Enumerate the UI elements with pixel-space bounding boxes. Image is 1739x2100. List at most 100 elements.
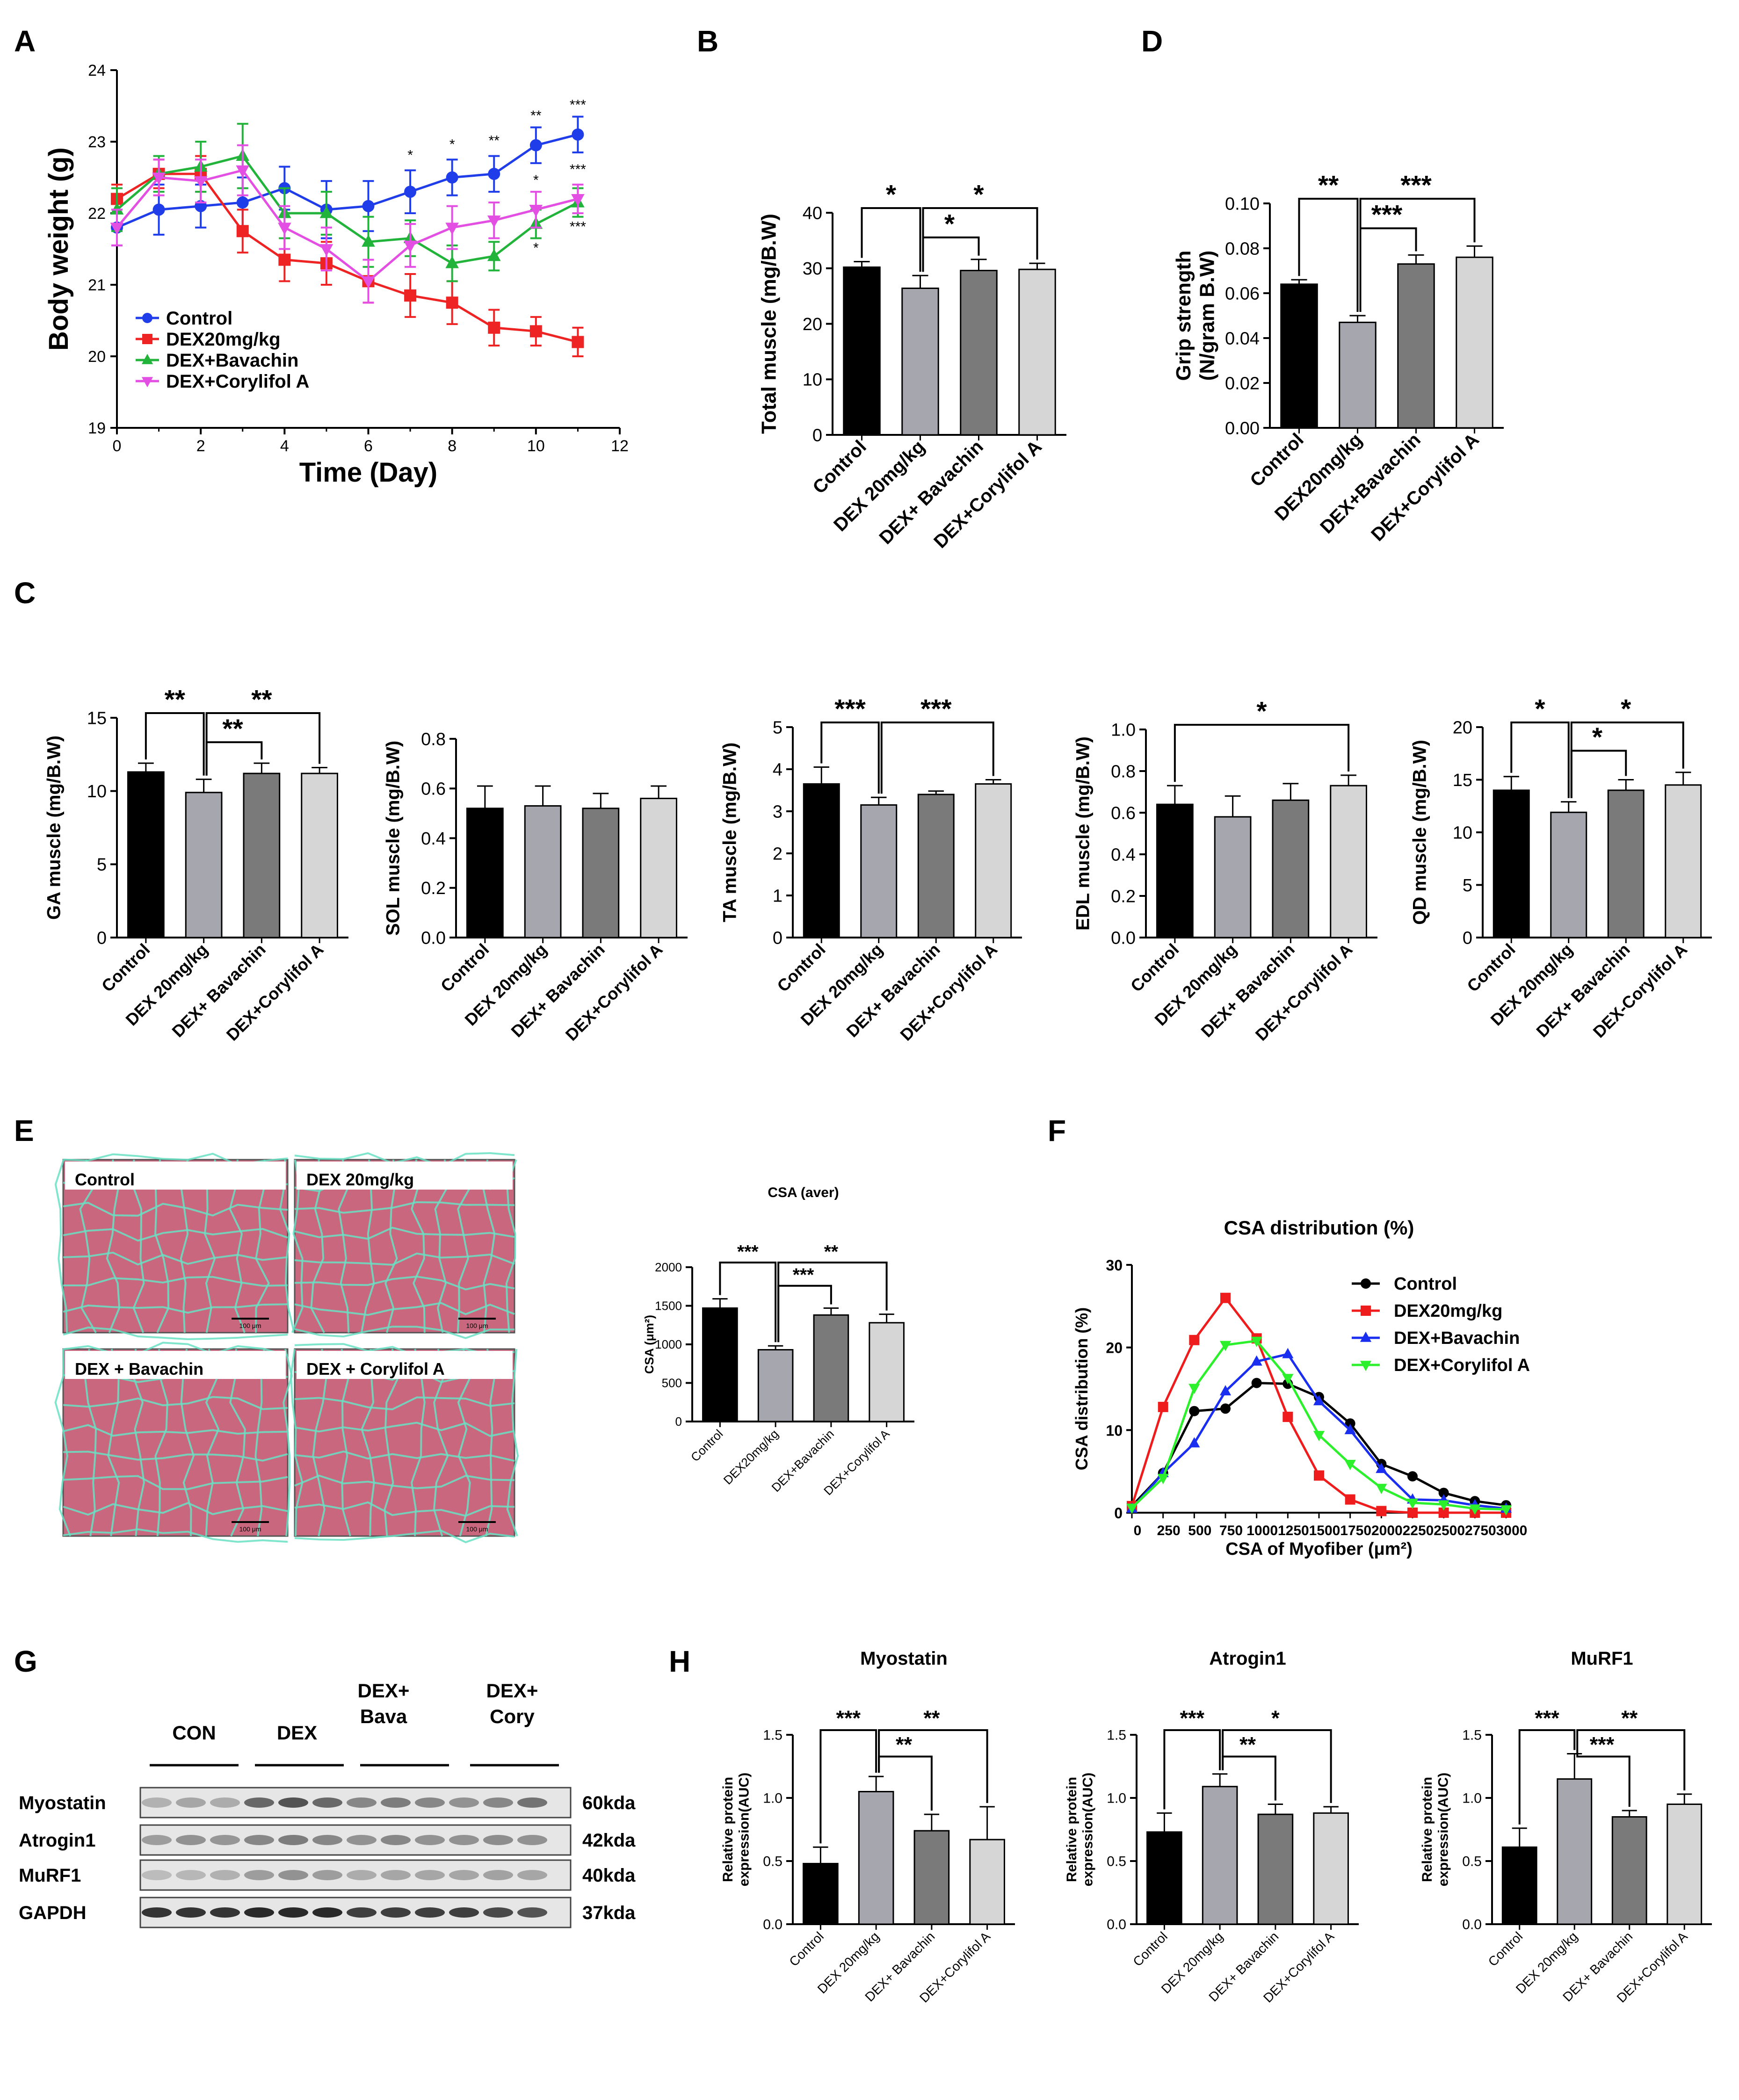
label-background <box>297 1162 513 1190</box>
significance-bracket <box>719 1262 777 1342</box>
significance-stars: *** <box>834 694 866 724</box>
blot-band <box>176 1907 206 1918</box>
membrane-line <box>63 1326 288 1341</box>
y-tick-label: 10 <box>1453 823 1472 843</box>
blot-band <box>142 1835 172 1845</box>
y-axis-label-line2: expression(AUC) <box>1436 1773 1451 1886</box>
tissue-background <box>62 1348 289 1537</box>
y-tick-label: 0.4 <box>1111 845 1136 865</box>
x-category-label: Control <box>1130 1929 1170 1969</box>
y-tick-label: 3 <box>773 802 783 822</box>
significance-stars: ** <box>251 685 272 714</box>
blot-group-label: CON <box>172 1722 216 1744</box>
significance-stars: ** <box>1621 1706 1638 1730</box>
y-tick-label: 21 <box>88 276 106 294</box>
blot-band <box>483 1907 513 1918</box>
blot-band <box>517 1835 547 1845</box>
y-tick-label: 0 <box>773 928 783 948</box>
bar-3 <box>582 808 620 938</box>
significance-bracket <box>1298 198 1359 312</box>
scale-bar-label: 100 μm <box>239 1322 261 1329</box>
blot-band <box>483 1797 513 1808</box>
legend-label: DEX20mg/kg <box>1394 1301 1502 1321</box>
blot-size-label: 60kda <box>582 1793 636 1813</box>
blot-band <box>449 1907 479 1918</box>
bar-2 <box>1557 1778 1593 1925</box>
membrane-line <box>205 1349 220 1537</box>
bar-1 <box>803 783 840 938</box>
y-tick-label: 15 <box>87 708 107 728</box>
significance-bracket <box>1222 1729 1332 1803</box>
blot-band <box>449 1797 479 1808</box>
y-tick-label: 5 <box>1463 876 1472 895</box>
significance-stars: * <box>407 147 413 163</box>
bar-2 <box>1214 816 1252 938</box>
significance-stars: *** <box>1400 170 1432 200</box>
membrane-line <box>294 1302 515 1316</box>
y-tick-label: 1.5 <box>1107 1728 1126 1743</box>
series-line <box>116 173 579 343</box>
bar-3 <box>960 270 998 436</box>
legend-label: DEX+Corylifol A <box>166 371 309 392</box>
y-axis-label: CSA (μm²) <box>642 1315 656 1374</box>
x-tick-label: 2 <box>196 437 205 455</box>
blot-strip <box>139 1787 572 1819</box>
significance-bracket <box>1222 1755 1276 1801</box>
x-tick-label: 6 <box>364 437 373 455</box>
blot-band <box>244 1797 274 1808</box>
data-point <box>1407 1471 1418 1482</box>
y-tick-label: 0.5 <box>1107 1854 1126 1869</box>
series-2 <box>1127 1292 1511 1518</box>
legend-label: Control <box>166 308 232 329</box>
x-tick-label: 12 <box>611 437 629 455</box>
data-point <box>1220 1292 1231 1303</box>
x-tick-label: 1000 <box>1246 1523 1278 1538</box>
y-tick-label: 20 <box>88 348 106 366</box>
y-tick-label: 0.02 <box>1225 374 1260 393</box>
data-point <box>445 256 459 268</box>
legend-marker <box>142 334 152 344</box>
blot-band <box>244 1907 274 1918</box>
significance-stars: *** <box>793 1265 814 1285</box>
x-tick-label: 0 <box>1134 1523 1142 1538</box>
y-tick-label: 1.0 <box>1111 720 1136 740</box>
membrane-line <box>506 1349 519 1537</box>
y-tick-label: 5 <box>773 718 783 737</box>
membrane-line <box>63 1303 288 1314</box>
series-line <box>116 133 579 229</box>
bar-1 <box>803 1862 839 1925</box>
legend-label: DEX+Corylifol A <box>1394 1356 1530 1375</box>
blot-band <box>142 1870 172 1880</box>
bar-3 <box>913 1830 950 1925</box>
bar-3 <box>243 772 281 938</box>
bar-4 <box>1018 268 1056 436</box>
data-point <box>1219 1385 1232 1396</box>
y-tick-label: 0.08 <box>1225 239 1260 259</box>
blot-band <box>210 1907 240 1918</box>
y-tick-label: 10 <box>803 370 822 390</box>
data-point <box>445 223 459 235</box>
panel-letters: A B D C E F G H <box>14 24 1163 1678</box>
bar-4 <box>640 798 677 938</box>
bar-4 <box>1667 1804 1703 1925</box>
y-axis-label: Grip strength <box>1172 251 1195 381</box>
data-point <box>110 223 124 235</box>
series-line <box>116 169 579 283</box>
y-tick-label: 1500 <box>655 1299 682 1313</box>
data-point <box>1345 1494 1355 1505</box>
membrane-line <box>63 1451 288 1462</box>
membrane-line <box>411 1349 426 1537</box>
significance-bracket <box>1163 1729 1221 1810</box>
data-point <box>1313 1395 1325 1406</box>
y-tick-label: 0.2 <box>1111 887 1136 906</box>
significance-stars: ** <box>489 133 500 149</box>
significance-bracket <box>1576 1729 1686 1790</box>
blot-band <box>415 1870 445 1880</box>
significance-stars: ** <box>923 1706 940 1730</box>
x-tick-label: 3000 <box>1496 1523 1528 1538</box>
y-axis-label: SOL muscle (mg/B.W) <box>383 741 403 936</box>
